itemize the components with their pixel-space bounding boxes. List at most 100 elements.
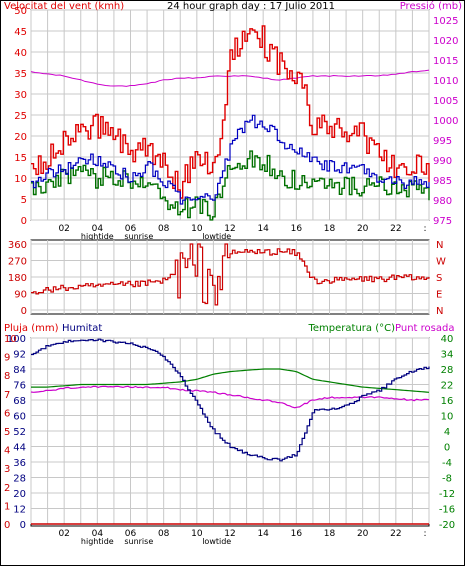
compass-label: S <box>436 273 442 284</box>
compass-label: N <box>436 306 443 317</box>
direction-tick-label: 0 <box>21 306 27 317</box>
temperature-tick-label: -12 <box>439 489 455 500</box>
wind-x-tick-label: 18 <box>324 224 336 234</box>
humidity-tick-label: 76 <box>13 381 26 392</box>
wind-tick-label: 45 <box>14 27 27 38</box>
humidity-tick-label: 12 <box>13 505 26 516</box>
humidity-tick-label: 68 <box>13 396 26 407</box>
wind-x-tick-label: 22 <box>390 224 401 234</box>
wind-direction-line <box>31 243 430 306</box>
wind-tick-label: 25 <box>14 111 27 122</box>
hum-temp-x-annotation: lowtide <box>202 537 231 546</box>
wind-x-tick-label: 08 <box>158 224 170 234</box>
wind-tick-label: 30 <box>14 90 27 101</box>
humidity-tick-label: 84 <box>13 365 26 376</box>
pressure-tick-label: 980 <box>433 196 452 207</box>
temperature-tick-label: -8 <box>442 474 452 485</box>
hum-temp-x-annotation: hightide <box>81 537 114 546</box>
humidity-tick-label: 100 <box>7 334 26 345</box>
temperature-tick-label: -16 <box>439 505 455 516</box>
wind-x-tick-label: 04 <box>92 224 104 234</box>
min-wind-line <box>31 150 430 221</box>
pressure-tick-label: 990 <box>433 156 452 167</box>
pressure-line <box>30 69 430 87</box>
rain-tick-label: 4 <box>4 446 10 457</box>
temperature-tick-label: 10 <box>441 412 454 423</box>
wind-tick-label: 0 <box>21 216 27 227</box>
wind-ticks: 0510152025303540455097598098599099510001… <box>14 6 458 241</box>
temperature-tick-label: -20 <box>439 520 455 531</box>
pressure-axis-label: Pressió (mb) <box>400 0 462 12</box>
humidity-tick-label: 28 <box>13 474 26 485</box>
temperature-tick-label: 34 <box>441 350 454 361</box>
rain-tick-label: 3 <box>4 464 10 475</box>
direction-tick-label: 90 <box>14 290 27 301</box>
rain-axis-label: Pluja (mm) <box>4 323 59 334</box>
rain-tick-label: 10 <box>4 334 17 345</box>
rain-tick-label: 9 <box>4 353 10 364</box>
pressure-tick-label: 995 <box>433 136 452 147</box>
humidity-tick-label: 0 <box>20 520 26 531</box>
temperature-tick-label: 4 <box>444 427 450 438</box>
wind-x-tick-label: 16 <box>291 224 303 234</box>
temperature-tick-label: 22 <box>441 381 454 392</box>
pressure-tick-label: 985 <box>433 176 452 187</box>
wind-tick-label: 20 <box>14 132 27 143</box>
wind-x-tick-label: 12 <box>224 224 235 234</box>
hum-temp-x-annotation: sunrise <box>124 537 153 546</box>
wind-x-tick-label: 10 <box>191 224 203 234</box>
pressure-tick-label: 1025 <box>433 16 458 27</box>
humidity-tick-label: 92 <box>13 350 26 361</box>
hum-temp-x-tick-label: 08 <box>158 529 170 539</box>
wind-x-annotation: hightide <box>81 232 114 241</box>
wind-x-tick-label: 20 <box>357 224 369 234</box>
hum-temp-x-tick-label: 14 <box>257 529 269 539</box>
pressure-tick-label: 1015 <box>433 56 458 67</box>
humidity-tick-label: 36 <box>13 458 26 469</box>
wind-tick-label: 5 <box>21 195 27 206</box>
humidity-tick-label: 52 <box>13 427 26 438</box>
direction-series <box>31 243 430 306</box>
wind-tick-label: 15 <box>14 153 27 164</box>
direction-tick-label: 270 <box>8 257 27 268</box>
temperature-axis-label: Temperatura (°C) <box>307 323 395 334</box>
temperature-line <box>31 368 430 393</box>
rain-tick-label: 0 <box>4 520 10 531</box>
rain-tick-label: 1 <box>4 501 10 512</box>
pressure-tick-label: 1020 <box>433 36 458 47</box>
avg-wind-line <box>31 114 430 205</box>
hum-temp-x-tick-label: 04 <box>92 529 104 539</box>
wind-x-tick-label: 06 <box>125 224 137 234</box>
rain-tick-label: 2 <box>4 483 10 494</box>
humidity-tick-label: 44 <box>13 443 26 454</box>
humidity-axis-label: Humitat <box>62 323 102 334</box>
hum-temp-x-tick-label: 12 <box>224 529 235 539</box>
wind-x-annotation: sunrise <box>124 232 153 241</box>
humidity-tick-label: 60 <box>13 412 26 423</box>
direction-grid <box>30 240 430 314</box>
wind-x-annotation: lowtide <box>202 232 231 241</box>
pressure-tick-label: 975 <box>433 216 452 227</box>
rain-tick-label: 5 <box>4 427 10 438</box>
hum-temp-series <box>30 338 430 525</box>
temperature-tick-label: 0 <box>444 443 450 454</box>
max-wind-line <box>31 25 430 199</box>
wind-grid <box>30 9 430 221</box>
temperature-tick-label: 28 <box>441 365 454 376</box>
wind-x-tick-label: 14 <box>257 224 269 234</box>
hum-temp-x-tick-label: 10 <box>191 529 203 539</box>
hum-temp-ticks: 01220283644526068768492100012345678910-2… <box>4 334 455 546</box>
hum-temp-x-tick-label: 20 <box>357 529 369 539</box>
compass-label: W <box>436 257 446 268</box>
pressure-tick-label: 1000 <box>433 116 458 127</box>
dewpoint-axis-label: Punt rosada <box>395 323 454 334</box>
compass-label: N <box>436 240 443 251</box>
chart-title: 24 hour graph day : 17 Julio 2011 <box>167 1 335 12</box>
hum-temp-x-tick-label: 06 <box>125 529 137 539</box>
hum-temp-x-tick-label: 02 <box>58 529 69 539</box>
dewpoint-line <box>30 385 430 409</box>
wind-tick-label: 35 <box>14 69 27 80</box>
wind-series <box>30 25 430 221</box>
